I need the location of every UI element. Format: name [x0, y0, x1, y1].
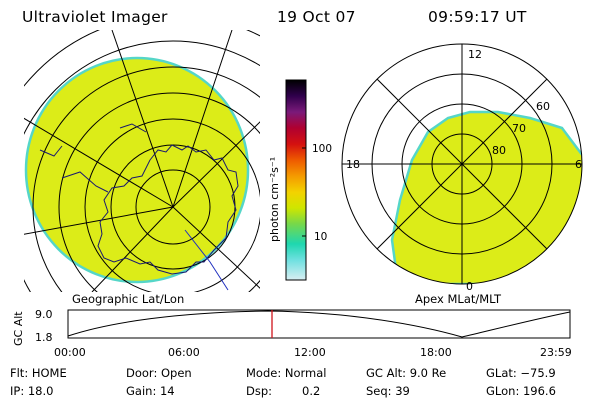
mlt-label-right: 6: [575, 158, 582, 171]
geo-panel-caption: Geographic Lat/Lon: [72, 292, 185, 306]
colorbar-tick-100: 100: [312, 143, 332, 155]
geo-meridian: [24, 117, 174, 208]
colorbar-scale: [285, 79, 307, 281]
altitude-ylabel: GC Alt: [12, 311, 25, 346]
mlt-emission-region: [390, 110, 582, 284]
altitude-xtick: 12:00: [294, 346, 326, 359]
ip-status: IP: 18.0: [10, 384, 54, 398]
geo-meridian: [111, 30, 174, 208]
geo-emission-region: [24, 56, 250, 284]
altitude-curve: [67, 310, 571, 338]
mlt-label-top: 12: [468, 48, 482, 61]
filter-status: Flt: HOME: [10, 366, 67, 380]
gc-alt-status: GC Alt: 9.0 Re: [366, 366, 447, 380]
seq-status: Seq: 39: [366, 384, 410, 398]
altitude-ytick-bottom: 1.8: [35, 331, 53, 344]
door-status: Door: Open: [126, 366, 192, 380]
geo-lat-circle: [58, 92, 260, 292]
mlt-label-left: 18: [346, 158, 360, 171]
mlt-lat-label-60: 60: [536, 100, 550, 113]
mode-status: Mode: Normal: [246, 366, 327, 380]
glat-status: GLat: −75.9: [486, 366, 556, 380]
altitude-xtick: 00:00: [54, 346, 86, 359]
altitude-ytick-top: 9.0: [35, 308, 53, 321]
observation-date: 19 Oct 07: [277, 8, 356, 26]
geo-lat-circle: [32, 66, 260, 292]
geo-meridian: [172, 206, 260, 289]
geo-meridian: [172, 121, 260, 208]
geo-lat-circle: [84, 118, 260, 292]
colorbar-tick-10: 10: [314, 231, 327, 243]
geo-meridian: [172, 30, 233, 208]
geo-lat-circle: [24, 40, 260, 292]
geo-lat-circle: [135, 169, 211, 245]
colorbar-unit-label: photon cm⁻²s⁻¹: [268, 157, 281, 242]
instrument-title: Ultraviolet Imager: [22, 8, 168, 26]
geo-coastline: [39, 123, 239, 275]
geo-meridian: [24, 206, 174, 235]
mlt-lat-label-80: 80: [492, 144, 506, 157]
dsp-value: 0.2: [302, 384, 321, 398]
mlt-label-bottom: 0: [466, 280, 473, 293]
altitude-xtick: 06:00: [168, 346, 200, 359]
dsp-label: Dsp:: [246, 384, 273, 398]
altitude-plot-frame: [67, 309, 571, 339]
mlt-lat-label-70: 70: [512, 122, 526, 135]
observation-time: 09:59:17 UT: [428, 8, 527, 26]
altitude-xtick: 23:59: [540, 346, 572, 359]
geo-meridian: [91, 206, 174, 292]
glon-status: GLon: 196.6: [486, 384, 556, 398]
gain-status: Gain: 14: [126, 384, 175, 398]
mlt-panel-caption: Apex MLat/MLT: [415, 292, 502, 306]
altitude-xtick: 18:00: [420, 346, 452, 359]
